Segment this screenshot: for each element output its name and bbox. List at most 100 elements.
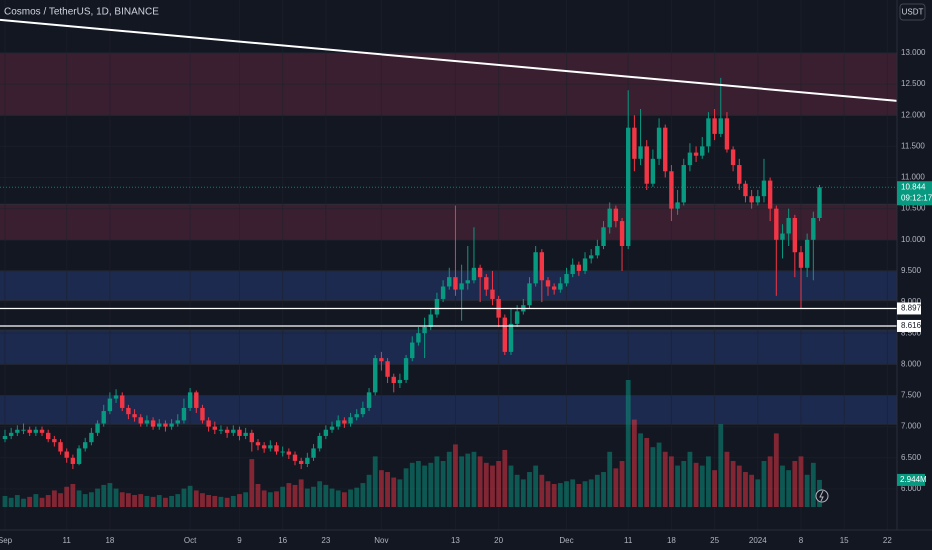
volume-bar: [397, 479, 403, 507]
volume-bar: [255, 483, 261, 507]
volume-bar: [360, 483, 366, 507]
volume-bar: [755, 479, 761, 507]
candle-body: [206, 420, 211, 427]
volume-bar: [88, 492, 94, 507]
candle-body: [681, 165, 686, 203]
volume-bar: [477, 456, 483, 507]
candle-body: [157, 423, 162, 427]
volume-bar: [181, 488, 187, 507]
candle-body: [551, 286, 557, 290]
candle-body: [410, 342, 415, 359]
candle-body: [749, 196, 754, 203]
candle-body: [280, 451, 285, 453]
volume-bar: [267, 492, 273, 507]
volume-bar: [601, 472, 606, 507]
candle-body: [323, 429, 329, 436]
volume-bar: [625, 380, 631, 507]
candle-body: [774, 208, 779, 240]
volume-bar: [743, 472, 748, 507]
zone: [0, 204, 897, 240]
candle-body: [366, 392, 372, 408]
candle-body: [255, 442, 261, 446]
volume-bar: [113, 488, 119, 507]
volume-bar: [607, 451, 613, 507]
volume-bar: [508, 465, 514, 507]
candle-body: [58, 442, 63, 452]
candle-body: [514, 311, 520, 324]
candle-body: [434, 298, 440, 315]
candle-body: [471, 267, 477, 281]
candle-body: [218, 429, 224, 431]
candle-body: [656, 127, 662, 159]
volume-bar: [311, 486, 316, 507]
volume-bar: [298, 479, 304, 507]
candle-body: [545, 280, 551, 287]
volume-bar: [638, 433, 643, 507]
candle-body: [144, 420, 150, 424]
volume-bar: [33, 494, 39, 507]
candle-body: [212, 426, 217, 430]
y-tick-label: 12.000: [901, 110, 926, 119]
candle-body: [224, 429, 230, 433]
y-tick-label: 8.000: [901, 359, 922, 368]
volume-bar: [465, 453, 471, 507]
candle-body: [403, 358, 409, 380]
currency-button[interactable]: [899, 3, 926, 21]
candle-body: [687, 152, 693, 166]
candle-body: [329, 426, 335, 430]
volume-bar: [786, 470, 792, 507]
candle-body: [45, 432, 51, 440]
candle-body: [391, 376, 396, 384]
volume-bar: [761, 460, 767, 507]
candle-body: [755, 196, 760, 203]
y-tick-label: 13.000: [901, 48, 926, 57]
candle-body: [39, 429, 45, 433]
volume-bar: [82, 494, 88, 507]
candle-body: [798, 252, 804, 268]
y-tick-label: 12.500: [901, 79, 926, 88]
volume-bar: [335, 490, 341, 507]
volume-bar: [675, 465, 680, 507]
candle-body: [2, 435, 8, 440]
x-tick-label: Oct: [184, 536, 197, 545]
candle-body: [459, 283, 464, 290]
volume-bar: [416, 460, 421, 507]
candle-body: [811, 217, 816, 240]
volume-bar: [378, 470, 384, 507]
candle-body: [428, 314, 433, 327]
price-line-label: 8.897: [901, 304, 922, 313]
candle-body: [274, 445, 279, 452]
volume-bar: [693, 462, 699, 507]
volume-bar: [385, 472, 390, 507]
x-tick-label: 15: [840, 536, 849, 545]
candle-body: [8, 432, 14, 436]
lightning-icon[interactable]: [815, 489, 829, 503]
candle-body: [613, 208, 619, 222]
volume-bar: [366, 474, 372, 507]
volume-bar: [792, 460, 798, 507]
volume-bars: [2, 380, 822, 507]
currency-label[interactable]: USDT: [902, 8, 924, 17]
candle-body: [95, 423, 100, 433]
volume-bar: [551, 483, 557, 507]
candle-body: [490, 289, 495, 299]
candle-body: [638, 146, 643, 159]
volume-bar: [45, 495, 51, 507]
candle-body: [730, 149, 736, 166]
candle-body: [126, 407, 131, 415]
volume-bar: [724, 451, 730, 507]
candle-body: [632, 127, 637, 159]
x-tick-label: 8: [799, 536, 804, 545]
volume-bar: [51, 490, 57, 507]
volume-bar: [70, 483, 76, 507]
volume-bar: [514, 474, 520, 507]
lightning-glyph: [819, 490, 824, 502]
zone: [0, 330, 897, 365]
axes: 6.000 6.500 7.000 7.500 8.000 8.500 9.000 9.500…: [0, 48, 932, 545]
volume-bar: [249, 459, 255, 507]
candle-body: [533, 252, 538, 284]
candle-body: [700, 146, 705, 156]
volume-bar: [409, 462, 415, 507]
volume-bar: [261, 490, 267, 507]
candle-body: [64, 451, 69, 458]
